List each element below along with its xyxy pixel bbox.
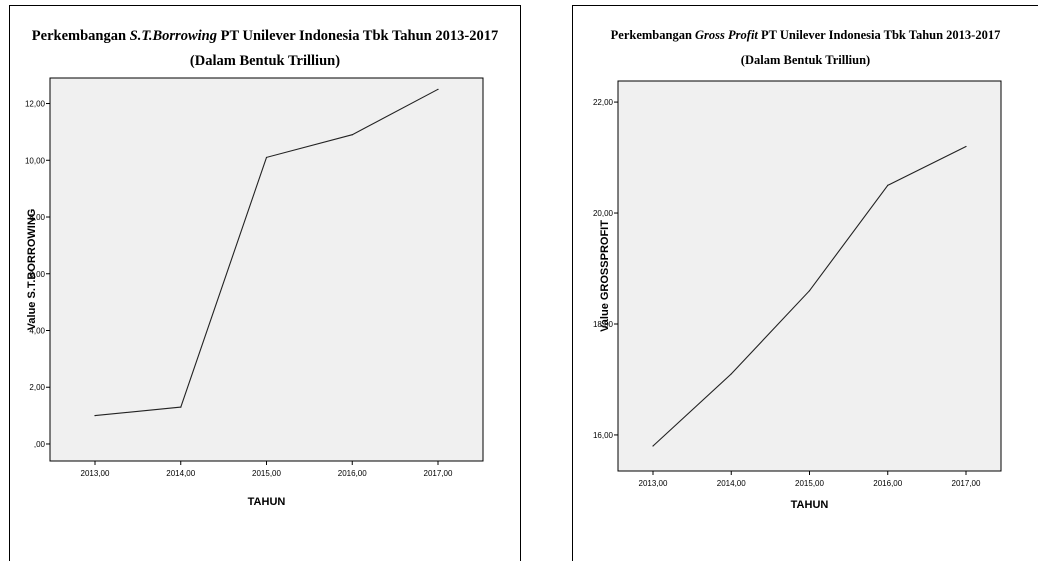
x-tick-label: 2014,00: [717, 479, 746, 488]
data-point: [730, 373, 732, 375]
data-point: [887, 184, 889, 186]
chart-title-prefix: Perkembangan: [610, 28, 696, 42]
x-tick-label: 2013,00: [639, 479, 668, 488]
y-tick-label: 10,00: [25, 156, 46, 165]
chart-svg-st-borrowing: ,00 2,00 4,00 6,00 8,00 10,00 12,00 2013,00 2014…: [25, 77, 484, 508]
x-tick-label: 2016,00: [338, 469, 367, 478]
data-point: [808, 290, 811, 292]
plot-area: [49, 77, 484, 462]
chart-title: Perkembangan S.T.Borrowing PT Unilever I…: [10, 28, 520, 45]
chart-subtitle: (Dalam Bentuk Trilliun): [740, 53, 871, 67]
y-tick-label: 18,00: [593, 320, 614, 329]
data-point: [965, 145, 967, 148]
y-tick-label: ,00: [34, 440, 46, 449]
chart-svg-gross-profit: 16,00 18,00 20,00 22,00 2013,00 2014,00 2015,0…: [593, 80, 1002, 511]
y-tick-label: 22,00: [593, 98, 614, 107]
x-axis-title: TAHUN: [791, 499, 829, 511]
x-tick-label: 2013,00: [81, 469, 110, 478]
x-tick-label: 2016,00: [873, 479, 902, 488]
plot-area: [617, 80, 1002, 472]
chart-title-suffix: PT Unilever Indonesia Tbk Tahun 2013-201…: [757, 28, 1001, 42]
chart-title-italic: S.T.Borrowing: [129, 28, 217, 44]
y-tick-label: 12,00: [25, 100, 46, 109]
data-point: [265, 156, 268, 159]
chart-panel-gross-profit: Perkembangan Gross Profit PT Unilever In…: [572, 5, 1038, 561]
y-tick-label: 6,00: [29, 270, 45, 279]
y-axis-title: Value GROSSPROFIT: [599, 220, 611, 332]
y-tick-label: 2,00: [29, 383, 45, 392]
chart-subtitle: (Dalam Bentuk Trilliun): [189, 53, 341, 69]
chart-title-prefix: Perkembangan: [31, 28, 130, 44]
x-axis-title: TAHUN: [248, 496, 286, 508]
y-axis-title: Value S.T.BORROWING: [26, 209, 38, 331]
x-tick-label: 2015,00: [252, 469, 281, 478]
chart-title-suffix: PT Unilever Indonesia Tbk Tahun 2013-201…: [216, 28, 499, 44]
x-tick-label: 2015,00: [795, 479, 824, 488]
y-tick-label: 16,00: [593, 431, 614, 440]
chart-panel-st-borrowing: Perkembangan S.T.Borrowing PT Unilever I…: [9, 5, 521, 561]
chart-title-italic: Gross Profit: [695, 28, 758, 42]
x-tick-label: 2017,00: [952, 479, 981, 488]
data-point: [94, 415, 96, 417]
data-point: [180, 406, 182, 408]
x-tick-label: 2017,00: [424, 469, 453, 478]
y-tick-label: 8,00: [29, 213, 45, 222]
chart-title: Perkembangan Gross Profit PT Unilever In…: [573, 28, 1038, 43]
y-tick-label: 4,00: [29, 326, 45, 335]
data-point: [351, 134, 353, 136]
data-point: [437, 88, 439, 90]
data-point: [652, 445, 654, 447]
y-tick-label: 20,00: [593, 209, 614, 218]
x-tick-label: 2014,00: [166, 469, 195, 478]
